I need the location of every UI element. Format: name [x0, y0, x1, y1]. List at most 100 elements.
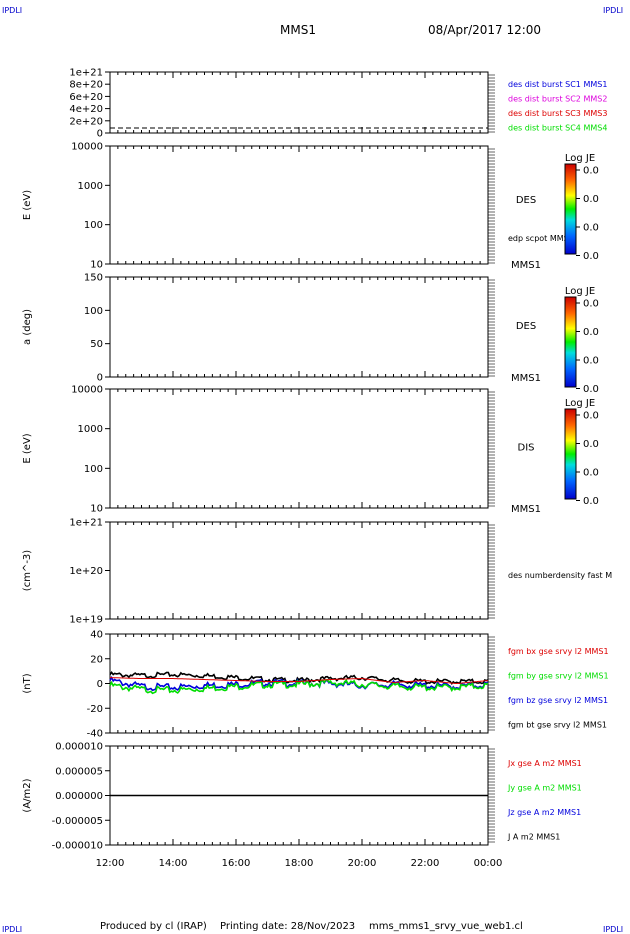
y-axis-label: (A/m2): [22, 778, 33, 812]
footer-file: mms_mms1_srvy_vue_web1.cl: [369, 921, 523, 932]
y-tick-label: 0.000000: [55, 791, 103, 802]
y-tick-label: -0.000005: [52, 816, 103, 827]
colorbar-tick-label: 0.0: [583, 327, 599, 338]
footer-printing: Printing date: 28/Nov/2023: [220, 921, 355, 932]
legend-entry: des dist burst SC3 MMS3: [508, 109, 607, 118]
y-tick-label: 10: [90, 260, 103, 271]
corner-label-tl: IPDLI: [2, 6, 22, 15]
y-tick-label: 1000: [78, 424, 103, 435]
y-tick-label: 4e+20: [69, 104, 103, 115]
y-tick-label: 100: [84, 306, 103, 317]
species-label: DES: [516, 321, 536, 332]
colorbar-tick-label: 0.0: [583, 496, 599, 507]
colorbar-tick-label: 0.0: [583, 223, 599, 234]
panel-fgm: 40 20 0 -20 -40 (nT) fgm bx gse srvy l2 MMS1 fg…: [22, 630, 609, 740]
colorbar-title: Log JE: [565, 398, 595, 409]
x-tick-label: 00:00: [474, 858, 503, 869]
y-tick-label: -20: [87, 704, 103, 715]
colorbar-tick-label: 0.0: [583, 468, 599, 479]
panel-des-pitch: 150 100 50 0 a (deg) DES MMS1 Log JE 0.0 0.0 0.0 0.…: [22, 273, 599, 396]
extra-label: edp scpot MMS1: [508, 234, 574, 243]
y-tick-label: 100: [84, 464, 103, 475]
panel-frame: [109, 145, 489, 265]
x-tick-label: 20:00: [348, 858, 377, 869]
y-tick-label: 100: [84, 220, 103, 231]
colorbar-title: Log JE: [565, 153, 595, 164]
colorbar-tick-label: 0.0: [583, 299, 599, 310]
y-axis-label: a (deg): [22, 309, 33, 345]
y-tick-label: 10: [90, 504, 103, 515]
y-tick-label: 0: [97, 373, 103, 384]
panel-frame: [109, 388, 489, 509]
y-tick-label: 150: [84, 273, 103, 284]
x-tick-label: 22:00: [411, 858, 440, 869]
legend-entry: des numberdensity fast M: [508, 571, 612, 580]
colorbar: [564, 408, 577, 500]
corner-label-br: IPDLI: [603, 925, 623, 934]
y-tick-label: 0.000010: [55, 742, 103, 753]
header-datetime: 08/Apr/2017 12:00: [428, 23, 541, 37]
y-tick-label: 1e+21: [69, 68, 103, 79]
spacecraft-label: MMS1: [511, 373, 541, 384]
colorbar-tick-label: 0.0: [583, 356, 599, 367]
legend-entry: fgm bz gse srvy l2 MMS1: [508, 696, 608, 705]
y-tick-label: 1000: [78, 181, 103, 192]
y-tick-label: 1e+20: [69, 566, 103, 577]
legend-entry: Jy gse A m2 MMS1: [507, 784, 582, 793]
y-axis-label: (cm^-3): [22, 550, 33, 591]
corner-label-tr: IPDLI: [603, 6, 623, 15]
y-tick-label: -0.000010: [52, 841, 103, 852]
y-axis-label: E (eV): [22, 433, 33, 463]
spacecraft-label: MMS1: [511, 260, 541, 271]
y-axis-label: E (eV): [22, 190, 33, 220]
colorbar: [564, 296, 577, 388]
y-tick-label: 8e+20: [69, 80, 103, 91]
x-tick-label: 18:00: [285, 858, 314, 869]
legend-entry: fgm bt gse srvy l2 MMS1: [508, 721, 607, 730]
panel-dis-energy: 10000 1000 100 10 E (eV) DIS MMS1 Log JE 0.0 0.0 0…: [22, 385, 599, 516]
legend-entry: fgm by gse srvy l2 MMS1: [508, 672, 609, 681]
series-line: [110, 677, 489, 685]
y-tick-label: 6e+20: [69, 92, 103, 103]
x-tick-label: 12:00: [96, 858, 125, 869]
legend-entry: des dist burst SC2 MMS2: [508, 95, 607, 104]
header-spacecraft: MMS1: [280, 23, 316, 37]
spacecraft-label: MMS1: [511, 504, 541, 515]
y-tick-label: 20: [90, 654, 103, 665]
colorbar-tick-label: 0.0: [583, 384, 599, 395]
y-tick-label: 0: [97, 129, 103, 140]
colorbar-title: Log JE: [565, 286, 595, 297]
x-tick-label: 14:00: [159, 858, 188, 869]
legend-entry: J A m2 MMS1: [507, 833, 560, 842]
colorbar-tick-label: 0.0: [583, 439, 599, 450]
panel-frame: [109, 71, 489, 134]
colorbar-tick-label: 0.0: [583, 166, 599, 177]
legend-entry: des dist burst SC4 MMS4: [508, 124, 607, 133]
panel-frame: [109, 276, 489, 378]
colorbar-tick-label: 0.0: [583, 194, 599, 205]
colorbar-tick-label: 0.0: [583, 251, 599, 262]
colorbar-tick-label: 0.0: [583, 411, 599, 422]
corner-label-bl: IPDLI: [2, 925, 22, 934]
y-tick-label: 1e+19: [69, 615, 103, 626]
panel-frame: [109, 521, 489, 620]
y-tick-label: 0: [97, 679, 103, 690]
legend-entry: Jz gse A m2 MMS1: [507, 808, 581, 817]
legend-entry: des dist burst SC1 MMS1: [508, 80, 607, 89]
y-tick-label: 40: [90, 630, 103, 641]
panel-current: 0.000010 0.000005 0.000000 -0.000005 -0.0000…: [22, 742, 582, 852]
y-tick-label: 1e+21: [69, 518, 103, 529]
y-tick-label: 2e+20: [69, 116, 103, 127]
legend-entry: Jx gse A m2 MMS1: [507, 759, 582, 768]
panel-des-energy: 10000 1000 100 10 E (eV) DES edp scpot MMS1 MMS…: [22, 142, 599, 272]
colorbar: [564, 163, 577, 255]
y-tick-label: 0.000005: [55, 766, 103, 777]
x-tick-label: 16:00: [222, 858, 251, 869]
y-tick-label: 10000: [71, 385, 103, 396]
y-tick-label: 10000: [71, 142, 103, 153]
panel-density: 1e+21 1e+20 1e+19 (cm^-3) des numberdensity …: [22, 518, 612, 626]
footer-producer: Produced by cl (IRAP): [100, 921, 207, 932]
legend-entry: fgm bx gse srvy l2 MMS1: [508, 647, 609, 656]
